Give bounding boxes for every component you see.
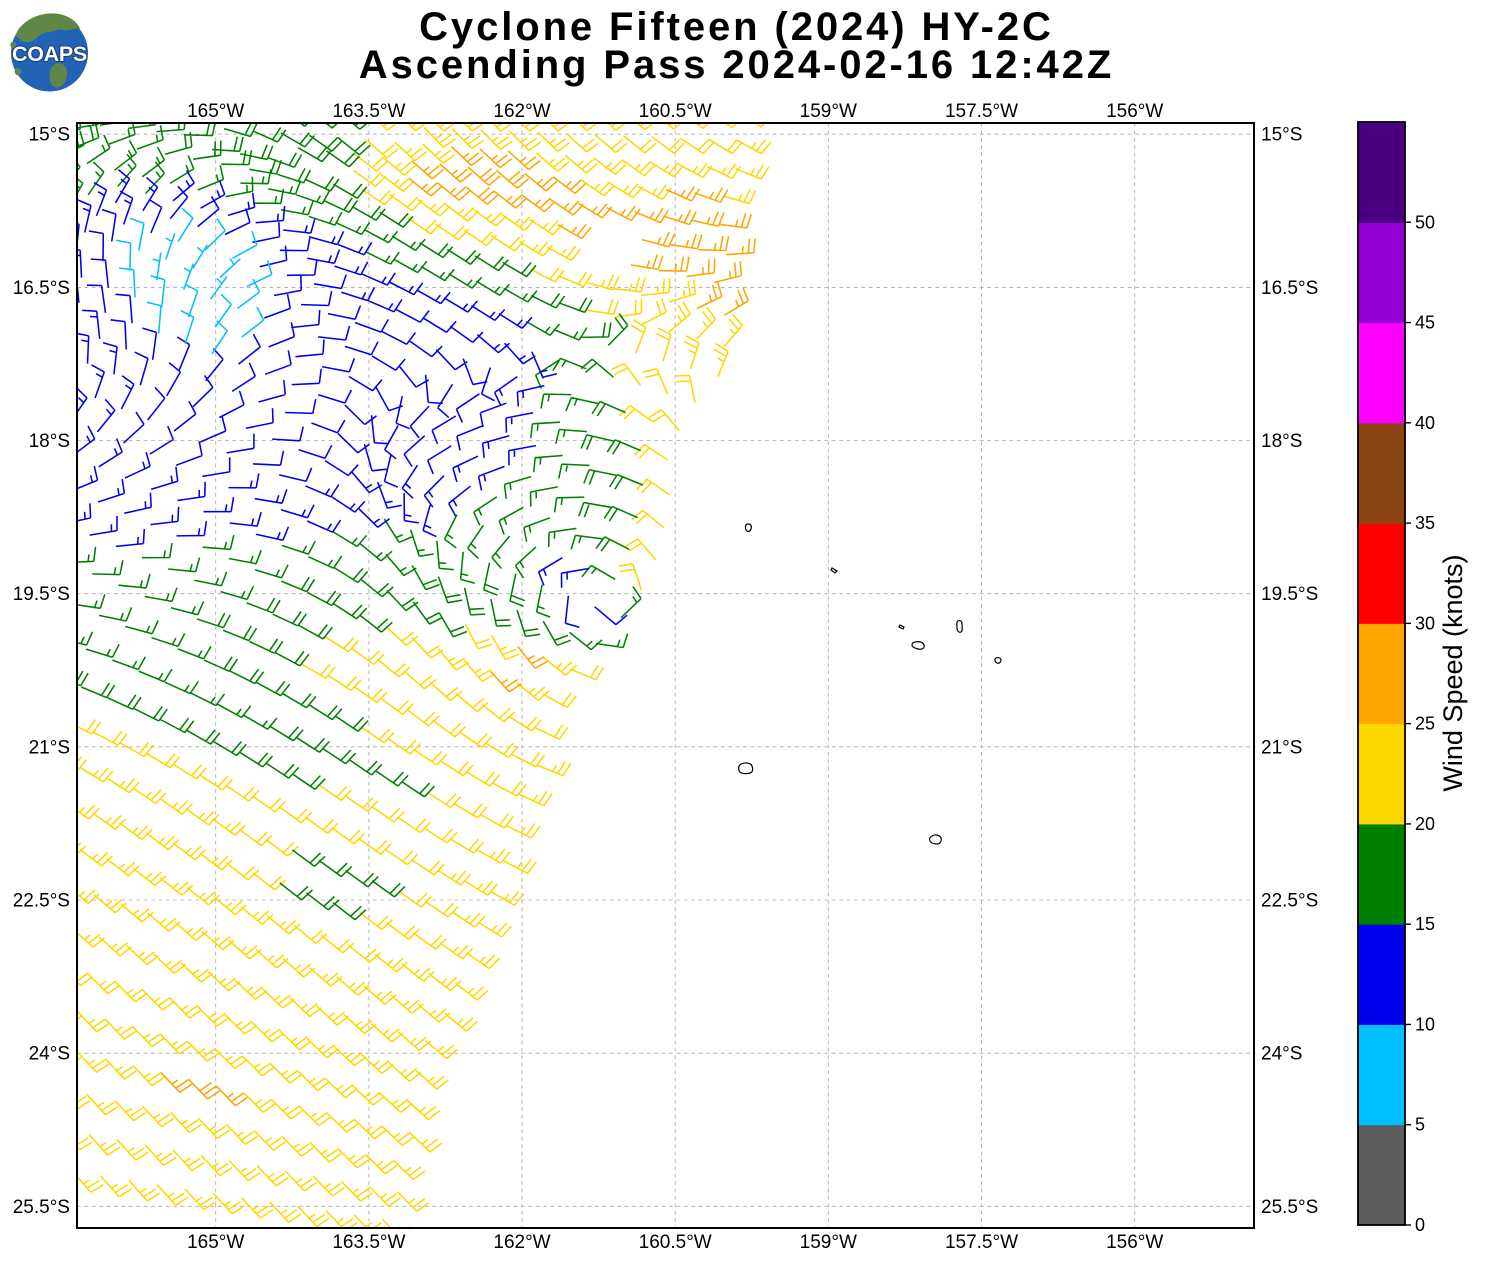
svg-text:45: 45 — [1415, 313, 1435, 333]
svg-text:22.5°S: 22.5°S — [1261, 891, 1318, 912]
svg-text:159°W: 159°W — [800, 101, 857, 122]
svg-text:160.5°W: 160.5°W — [639, 101, 712, 122]
svg-text:156°W: 156°W — [1106, 1232, 1163, 1253]
svg-text:22.5°S: 22.5°S — [13, 891, 70, 912]
svg-text:16.5°S: 16.5°S — [13, 278, 70, 299]
svg-text:15°S: 15°S — [29, 125, 70, 146]
svg-text:157.5°W: 157.5°W — [945, 101, 1018, 122]
svg-text:24°S: 24°S — [29, 1044, 70, 1065]
svg-text:35: 35 — [1415, 513, 1435, 533]
svg-text:162°W: 162°W — [493, 101, 550, 122]
svg-text:19.5°S: 19.5°S — [1261, 584, 1318, 605]
svg-text:Wind Speed (knots): Wind Speed (knots) — [1438, 554, 1468, 791]
svg-text:21°S: 21°S — [1261, 737, 1302, 758]
svg-text:20: 20 — [1415, 814, 1435, 834]
svg-text:21°S: 21°S — [29, 737, 70, 758]
svg-text:30: 30 — [1415, 613, 1435, 633]
svg-text:25.5°S: 25.5°S — [13, 1197, 70, 1218]
svg-text:50: 50 — [1415, 212, 1435, 232]
svg-text:165°W: 165°W — [187, 1232, 244, 1253]
svg-text:157.5°W: 157.5°W — [945, 1232, 1018, 1253]
svg-text:25.5°S: 25.5°S — [1261, 1197, 1318, 1218]
svg-text:18°S: 18°S — [1261, 431, 1302, 452]
svg-text:5: 5 — [1415, 1115, 1425, 1135]
svg-text:159°W: 159°W — [800, 1232, 857, 1253]
svg-text:19.5°S: 19.5°S — [13, 584, 70, 605]
svg-text:24°S: 24°S — [1261, 1044, 1302, 1065]
svg-text:165°W: 165°W — [187, 101, 244, 122]
svg-text:156°W: 156°W — [1106, 101, 1163, 122]
svg-text:15°S: 15°S — [1261, 125, 1302, 146]
svg-text:16.5°S: 16.5°S — [1261, 278, 1318, 299]
svg-text:163.5°W: 163.5°W — [332, 1232, 405, 1253]
svg-text:160.5°W: 160.5°W — [639, 1232, 712, 1253]
svg-text:15: 15 — [1415, 914, 1435, 934]
svg-text:COAPS: COAPS — [12, 42, 87, 66]
svg-text:25: 25 — [1415, 714, 1435, 734]
svg-text:18°S: 18°S — [29, 431, 70, 452]
svg-text:10: 10 — [1415, 1014, 1435, 1034]
svg-text:162°W: 162°W — [493, 1232, 550, 1253]
svg-text:0: 0 — [1415, 1215, 1425, 1235]
svg-text:163.5°W: 163.5°W — [332, 101, 405, 122]
svg-text:40: 40 — [1415, 413, 1435, 433]
